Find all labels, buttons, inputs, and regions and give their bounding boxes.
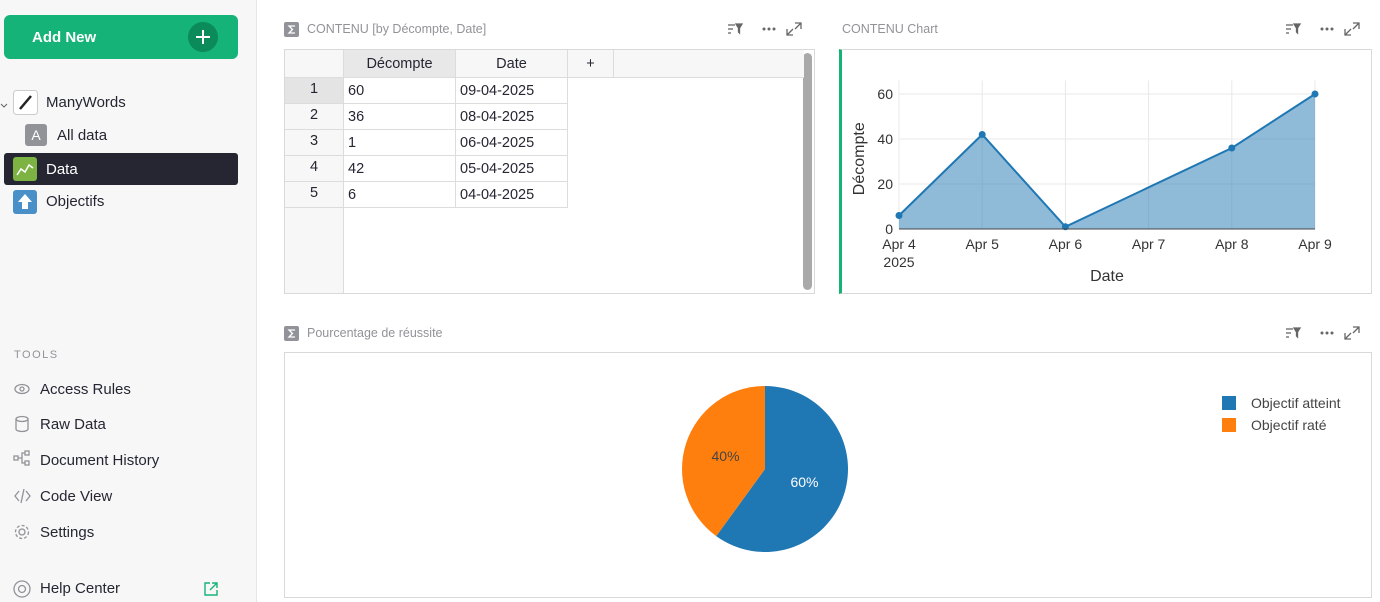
widget-icons[interactable] (727, 21, 807, 37)
x-tick-label: Apr 5 (965, 236, 999, 252)
tool-icons (13, 383, 31, 540)
legend-swatch (1222, 396, 1236, 410)
widget-title: CONTENU Chart (842, 22, 938, 36)
sigma-icon (284, 326, 299, 341)
x-tick-label: Apr 4 (882, 236, 916, 252)
table-cell: 6 (344, 182, 456, 208)
legend-swatch (1222, 418, 1236, 432)
page-icon (13, 157, 37, 181)
widget-icons[interactable] (1285, 325, 1365, 341)
page-icon (13, 90, 38, 115)
table-widget: Décompte Date +1 60 09-04-2025 2 36 08-04-2025 3… (284, 49, 815, 294)
legend-label: Objectif atteint (1251, 395, 1341, 411)
pie-widget (284, 352, 1372, 598)
y-tick-label: 60 (877, 86, 893, 102)
pie-slice (716, 386, 849, 552)
point (978, 131, 986, 138)
page-link: Data (46, 161, 78, 178)
widget-title: CONTENU [by Décompte, Date] (307, 22, 487, 36)
area-fill (899, 94, 1315, 229)
table-cell: 1 (344, 130, 456, 156)
x-tick-label: Apr 6 (1049, 236, 1083, 252)
table-cell: 60 (344, 78, 456, 104)
tool-link[interactable]: Code View (40, 488, 113, 505)
add-column-button[interactable]: + (568, 50, 614, 78)
widget-icons[interactable] (1285, 21, 1365, 37)
x-tick-label: Apr 9 (1298, 236, 1332, 252)
tool-link[interactable]: Raw Data (40, 416, 106, 433)
help-icon (13, 580, 31, 598)
legend-label: Objectif raté (1251, 417, 1327, 433)
pie-slice (682, 386, 765, 537)
point (1311, 90, 1319, 98)
row-number: 4 (285, 156, 344, 182)
selected-page[interactable]: Data (4, 153, 238, 185)
scrollbar[interactable] (803, 53, 812, 290)
x-tick-label: Apr 7 (1132, 236, 1166, 252)
column-header: Décompte (344, 50, 456, 78)
widget-title: Pourcentage de réussite (307, 326, 443, 340)
tool-link[interactable]: Settings (40, 524, 95, 541)
plus-icon (188, 22, 218, 52)
row-number: 3 (285, 130, 344, 156)
x-tick-year: 2025 (883, 254, 914, 270)
page-link[interactable]: ManyWords (46, 94, 126, 111)
external-link-icon[interactable] (203, 581, 219, 597)
table-cell: 06-04-2025 (456, 130, 568, 156)
page-icon-letter: A (25, 124, 47, 146)
corner (285, 50, 344, 78)
help-link[interactable]: Help Center (40, 580, 121, 597)
column-header: Date (456, 50, 568, 78)
y-tick-label: 20 (877, 176, 893, 192)
tools-heading: TOOLS (14, 349, 59, 361)
tool-link[interactable]: Document History (40, 452, 160, 469)
table-cell: 05-04-2025 (456, 156, 568, 182)
table-cell: 42 (344, 156, 456, 182)
table-cell: 04-04-2025 (456, 182, 568, 208)
y-axis-title: Décompte (851, 122, 868, 195)
header-filler (614, 50, 804, 78)
page-link[interactable]: All data (57, 127, 108, 144)
table-cell: 08-04-2025 (456, 104, 568, 130)
x-axis-title: Date (1090, 268, 1124, 285)
tool-link[interactable]: Access Rules (40, 381, 131, 398)
sidebar: Add New ManyWords A All data Data Object… (0, 0, 257, 602)
table-cell: 09-04-2025 (456, 78, 568, 104)
row-number: 1 (285, 78, 344, 104)
slice-label: 60% (790, 474, 818, 490)
pie-chart: 60% 40% Objectif atteint Objectif raté (682, 386, 1341, 552)
table-cell: 36 (344, 104, 456, 130)
page-link[interactable]: Objectifs (46, 193, 105, 210)
point (1228, 144, 1236, 152)
y-tick-label: 40 (877, 131, 893, 147)
add-new-label: Add New (32, 29, 97, 46)
point (895, 212, 903, 219)
slice-label: 40% (712, 448, 740, 464)
row-number: 2 (285, 104, 344, 130)
collapse-icon[interactable] (0, 96, 40, 116)
x-tick-label: Apr 8 (1215, 236, 1249, 252)
add-new-button[interactable]: Add New (4, 15, 238, 59)
y-tick-label: 0 (885, 221, 893, 237)
row-number: 5 (285, 182, 344, 208)
sigma-icon (284, 22, 299, 37)
page-icon (13, 190, 37, 214)
area-chart: 0 20 40 60 Apr 4 Apr 5 Apr 6 Apr 7 Apr 8 Apr 9 202… (851, 80, 1332, 285)
